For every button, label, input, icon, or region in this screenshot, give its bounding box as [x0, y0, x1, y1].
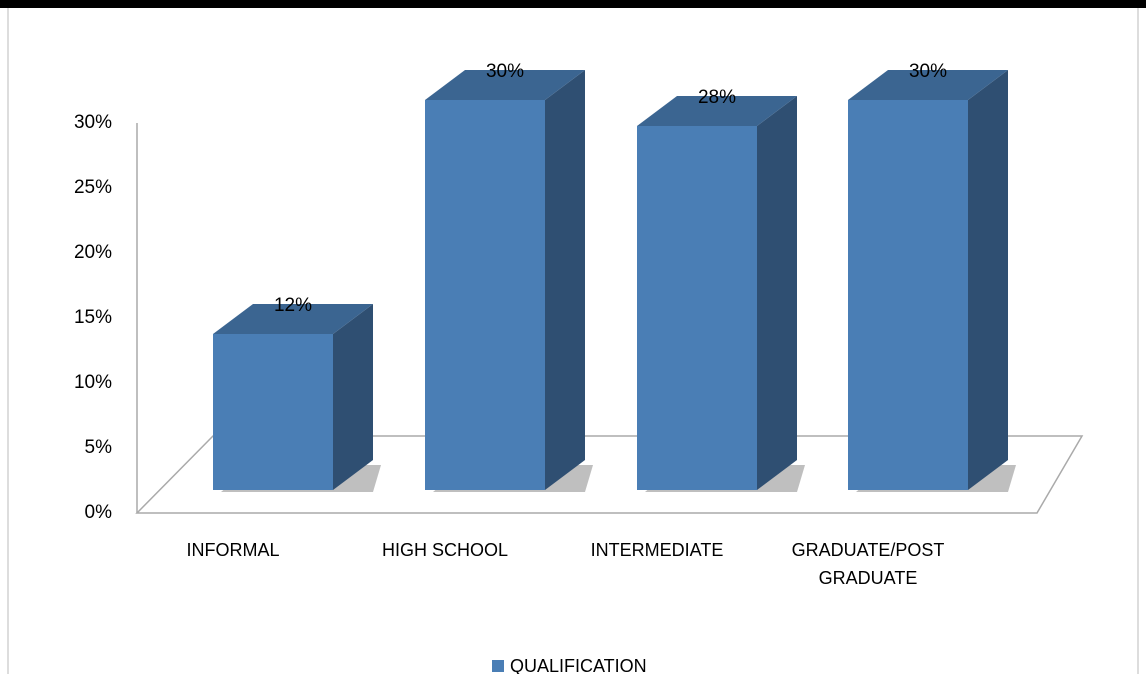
bar-side	[757, 96, 797, 490]
y-tick-label: 25%	[74, 177, 112, 198]
y-tick-label: 15%	[74, 307, 112, 328]
x-tick-label: HIGH SCHOOL	[381, 540, 509, 560]
bar-top	[213, 304, 373, 334]
bar-top	[425, 70, 585, 100]
y-tick-label: 0%	[85, 502, 113, 523]
value-label: 30%	[486, 61, 524, 82]
y-tick-label: 30%	[74, 112, 112, 133]
legend-label: QUALIFICATION	[510, 656, 647, 674]
value-label: 28%	[698, 87, 736, 108]
bar	[425, 100, 545, 490]
value-label: 12%	[274, 295, 312, 316]
x-tick-label: GRADUATE/POST GRADUATE	[791, 540, 945, 588]
legend-swatch	[492, 660, 504, 672]
floor	[135, 435, 1084, 514]
bar-top	[848, 70, 1008, 100]
value-label: 30%	[909, 61, 947, 82]
bar-top	[637, 96, 797, 126]
y-tick-label: 5%	[85, 437, 113, 458]
bar-side	[545, 70, 585, 490]
y-tick-label: 20%	[74, 242, 112, 263]
bar	[637, 126, 757, 490]
top-border	[0, 0, 1146, 8]
y-tick-label: 10%	[74, 372, 112, 393]
bar	[848, 100, 968, 490]
x-tick-label: INFORMAL	[186, 540, 280, 560]
bar	[213, 334, 333, 490]
bar-side	[968, 70, 1008, 490]
bar-side	[333, 304, 373, 490]
x-tick-label: INTERMEDIATE	[590, 540, 724, 560]
